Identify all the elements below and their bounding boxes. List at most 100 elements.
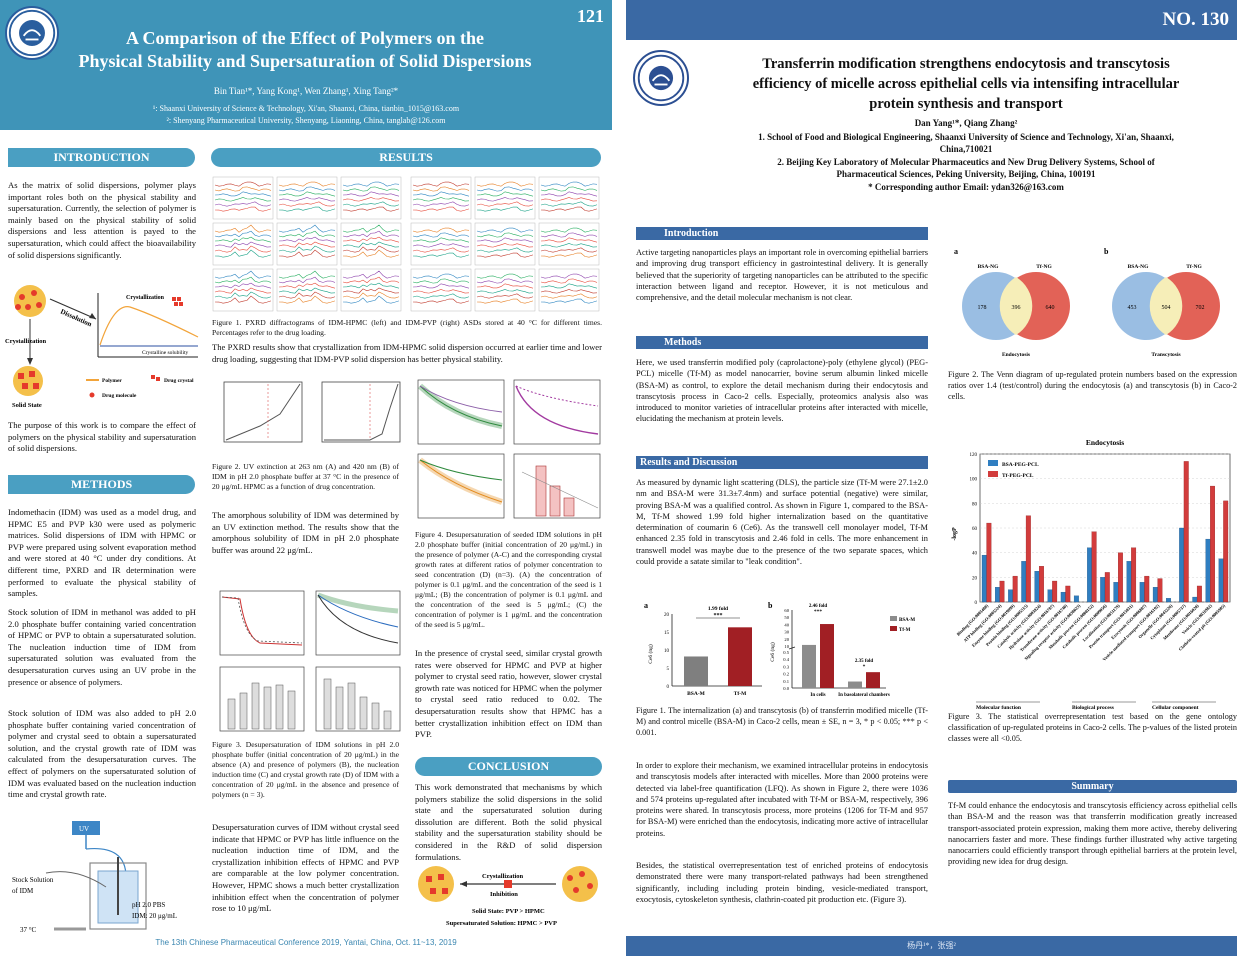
conclusion-paragraph: This work demonstrated that mechanisms b… [415, 782, 602, 862]
pxrd-trace [476, 197, 534, 202]
pxrd-panel [276, 268, 338, 312]
pxrd-trace [412, 243, 470, 248]
methods-paragraph-1: Indomethacin (IDM) was used as a model d… [8, 507, 196, 599]
significance-label: *** [714, 613, 723, 619]
intro-purpose: The purpose of this work is to compare t… [8, 420, 196, 454]
y-tick-label: 5 [667, 667, 670, 672]
label-of-idm: of IDM [12, 887, 34, 895]
pxrd-trace [412, 197, 470, 202]
authors: Bin Tian¹*, Yang Kong¹, Wen Zhang¹, Xing… [213, 86, 399, 96]
pxrd-trace [342, 276, 400, 284]
bar-bsa [1218, 558, 1224, 603]
bar-bsa [995, 587, 1000, 603]
venn-count: 396 [1012, 305, 1021, 311]
results-paragraph-1: The PXRD results show that crystallizati… [212, 342, 602, 364]
legend-swatch [890, 626, 897, 631]
poster-title: A Comparison of the Effect of Polymers o… [60, 27, 550, 73]
bar-tf [1196, 585, 1202, 603]
figure-3-desupersaturation [219, 590, 401, 732]
intro-paragraph: Active targeting nanoparticles plays an … [636, 248, 928, 303]
chart-title: Endocytosis [1086, 438, 1124, 447]
y-tick-label: 80 [972, 502, 978, 507]
pxrd-trace [412, 283, 470, 289]
venn-panel-label: a [954, 247, 958, 256]
methods-paragraph: Here, we used transferrin modified poly … [636, 358, 928, 424]
bar-bsa [981, 554, 987, 603]
pxrd-trace [540, 252, 598, 258]
bar-tf [1012, 575, 1018, 603]
figure-4-caption: Figure 4. Desupersaturation of seeded ID… [415, 530, 602, 629]
pxrd-trace [214, 191, 272, 197]
venn-set-label: BSA-NG [978, 264, 1000, 270]
conclusion-schematic: Crystallization Inhibition Solid State: … [418, 866, 598, 927]
bar-bsa [1139, 582, 1145, 603]
pxrd-trace [540, 232, 598, 238]
label-solid-state-ranking: Solid State: PVP > HPMC [472, 908, 545, 915]
pxrd-trace [214, 249, 272, 258]
results-paragraph-2: The amorphous solubility of IDM was dete… [212, 510, 399, 555]
bar-bsa [1060, 591, 1066, 603]
pxrd-trace [412, 289, 470, 294]
pxrd-panel [212, 176, 274, 220]
affiliation: ²: Shenyang Pharmaceutical University, S… [166, 116, 446, 125]
pxrd-trace [476, 237, 534, 243]
poster-footer: The 13th Chinese Pharmaceutical Conferen… [155, 938, 457, 947]
poster-number: 121 [577, 6, 604, 26]
pxrd-trace [214, 224, 272, 233]
pxrd-trace [476, 252, 534, 258]
bar-bsa [1087, 547, 1092, 603]
pxrd-trace [342, 270, 400, 279]
x-tick-label: In cells [810, 693, 825, 698]
pxrd-panel [276, 222, 338, 266]
pxrd-trace [412, 298, 470, 304]
section-introduction: Introduction [636, 227, 928, 240]
legend-label: Tf-PEG-PCL [1002, 473, 1034, 479]
x-tick-label: BSA-M [687, 691, 706, 697]
affiliation-line: 2. Beijing Key Laboratory of Molecular P… [777, 157, 1155, 167]
figure-1-caption: Figure 1. PXRD diffractograms of IDM-HPM… [212, 318, 602, 337]
venn-panel-label: b [1104, 247, 1109, 256]
poster-header: 121 A Comparison of the Effect of Polyme… [0, 0, 612, 130]
y-tick-label: 0.1 [783, 679, 789, 684]
pxrd-trace [540, 283, 598, 289]
venn-count: 640 [1046, 305, 1055, 311]
fold-label: 1.99 fold [708, 606, 728, 612]
pxrd-trace [476, 278, 534, 284]
venn-set-label: BSA-NG [1128, 264, 1150, 270]
label-crystallization: Crystallization [482, 873, 524, 880]
bar [728, 627, 752, 686]
pxrd-trace [540, 197, 598, 202]
y-tick-label: 10 [664, 649, 670, 654]
pxrd-trace [214, 276, 272, 284]
pxrd-trace [278, 295, 336, 304]
venn-set-label: Tf-NG [1186, 264, 1202, 270]
label-crystalline-solubility: Crystalline solubility [142, 350, 189, 356]
pxrd-trace [342, 291, 400, 299]
pxrd-trace [278, 287, 336, 294]
section-summary: Summary [948, 780, 1237, 793]
pxrd-trace [214, 295, 272, 304]
pxrd-trace [278, 241, 336, 248]
affiliation-line: 1. School of Food and Biological Enginee… [758, 132, 1174, 142]
pxrd-trace [214, 291, 272, 299]
pxrd-trace [476, 191, 534, 197]
pxrd-trace [476, 181, 534, 187]
y-tick-label: 120 [970, 453, 978, 458]
pxrd-panel [474, 268, 536, 312]
figure-1a-internalization-chart: a 0 5 10 15 20 Ce6 (ng) BSA-M Tf-M 1.99 fold*** [644, 601, 762, 697]
bar-bsa [1152, 587, 1158, 603]
pxrd-trace [342, 230, 400, 238]
pxrd-trace [214, 245, 272, 253]
bar-tf [1052, 580, 1058, 603]
pxrd-trace [476, 232, 534, 238]
pxrd-trace [342, 201, 400, 207]
bar-tf [1118, 552, 1123, 603]
y-tick-label: 15 [664, 631, 670, 636]
y-tick-label: 0.5 [783, 650, 789, 655]
pxrd-trace [342, 224, 400, 233]
figure-2-uv-extinction [223, 381, 401, 443]
pxrd-trace [278, 230, 336, 238]
venn-count: 453 [1128, 305, 1137, 311]
section-results: RESULTS [211, 148, 601, 167]
pxrd-panel [474, 222, 536, 266]
